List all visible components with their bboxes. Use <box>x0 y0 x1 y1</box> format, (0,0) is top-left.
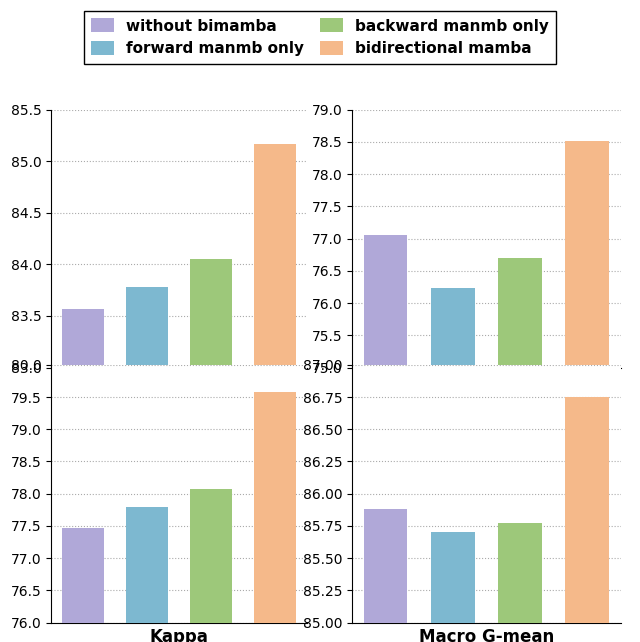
Bar <box>191 489 232 642</box>
Bar <box>255 144 296 642</box>
Bar <box>127 507 168 642</box>
X-axis label: Macro G-mean: Macro G-mean <box>419 629 554 642</box>
Legend: without bimamba, forward manmb only, backward manmb only, bidirectional mamba: without bimamba, forward manmb only, bac… <box>84 11 556 64</box>
Bar <box>255 392 296 642</box>
Bar <box>63 528 104 642</box>
Bar <box>127 287 168 642</box>
X-axis label: Macro F1-score: Macro F1-score <box>415 373 558 391</box>
X-axis label: Kappa: Kappa <box>150 629 209 642</box>
Bar <box>565 397 609 642</box>
Bar <box>498 258 542 642</box>
Bar <box>431 532 475 642</box>
Bar <box>63 309 104 642</box>
Bar <box>565 141 609 642</box>
Bar <box>364 509 408 642</box>
Bar <box>431 288 475 642</box>
Bar <box>191 259 232 642</box>
X-axis label: Accuracy: Accuracy <box>137 373 221 391</box>
Bar <box>498 523 542 642</box>
Bar <box>364 236 408 642</box>
